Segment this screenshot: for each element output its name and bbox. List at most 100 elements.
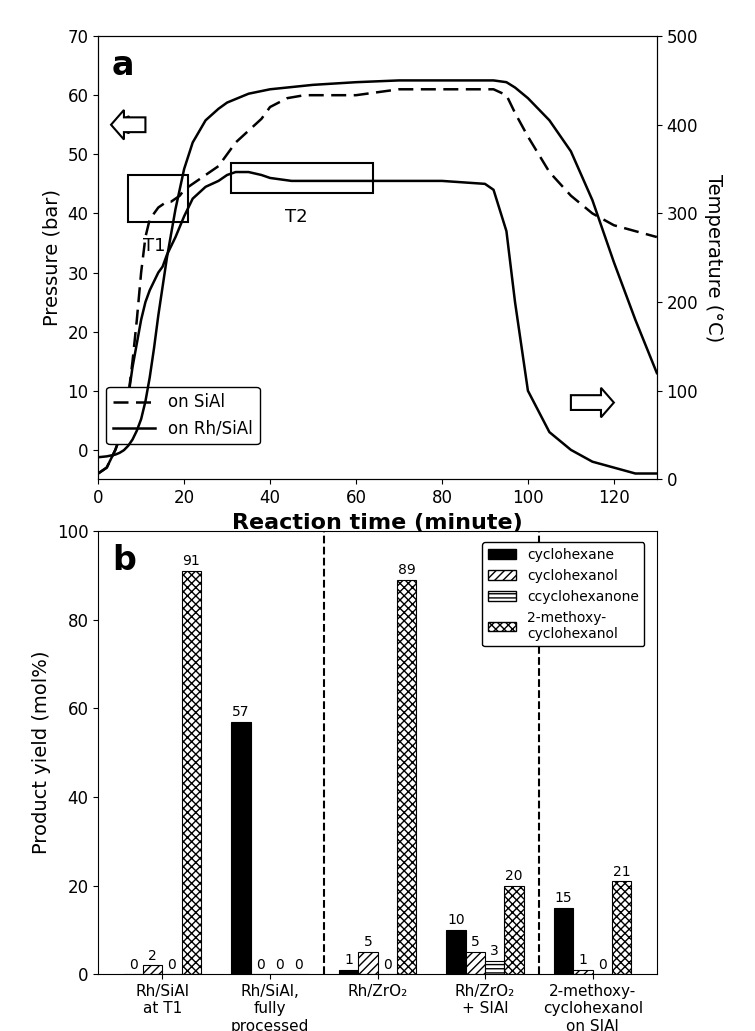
on Rh/SiAl (652, 467, 661, 479)
on SiAl (437, 84, 446, 96)
on Rh/SiAl (609, 462, 618, 474)
Text: T2: T2 (285, 207, 307, 226)
Bar (397, 579, 416, 974)
Bar (554, 908, 573, 974)
Text: 1: 1 (344, 954, 353, 967)
on SiAl (523, 130, 532, 142)
on Rh/SiAl (510, 296, 519, 308)
on Rh/SiAl (115, 432, 124, 444)
on SiAl (652, 231, 661, 243)
on Rh/SiAl (201, 180, 210, 193)
Text: 0: 0 (129, 958, 137, 971)
on Rh/SiAl (145, 285, 154, 297)
on SiAl (197, 172, 206, 185)
Bar (339, 970, 358, 974)
on Rh/SiAl (309, 174, 318, 187)
on SiAl (609, 219, 618, 231)
on Rh/SiAl (94, 467, 103, 479)
on SiAl (334, 89, 344, 101)
Text: T1: T1 (143, 237, 165, 255)
on SiAl (175, 190, 184, 202)
Text: 0: 0 (256, 958, 264, 971)
on Rh/SiAl (171, 231, 180, 243)
on SiAl (223, 148, 232, 161)
on Rh/SiAl (137, 313, 146, 326)
on Rh/SiAl (214, 174, 223, 187)
on SiAl (154, 201, 163, 213)
Text: 3: 3 (491, 944, 499, 959)
Bar (504, 886, 524, 974)
on SiAl (266, 101, 275, 113)
FancyArrow shape (111, 110, 146, 139)
on SiAl (98, 464, 107, 476)
X-axis label: Reaction time (minute): Reaction time (minute) (232, 512, 523, 533)
on SiAl (502, 89, 511, 101)
Text: 0: 0 (383, 958, 392, 971)
Text: 5: 5 (471, 935, 479, 950)
on SiAl (282, 92, 291, 104)
Line: on Rh/SiAl: on Rh/SiAl (98, 172, 657, 473)
on SiAl (102, 462, 111, 474)
on Rh/SiAl (394, 174, 403, 187)
on Rh/SiAl (167, 240, 176, 253)
on Rh/SiAl (437, 174, 446, 187)
Bar (128, 175, 189, 223)
on SiAl (545, 166, 554, 178)
on SiAl (214, 160, 223, 172)
on Rh/SiAl (287, 174, 296, 187)
on SiAl (94, 467, 103, 479)
on Rh/SiAl (149, 275, 159, 288)
on Rh/SiAl (257, 169, 266, 181)
on Rh/SiAl (98, 464, 107, 476)
on Rh/SiAl (124, 391, 133, 403)
Text: 0: 0 (598, 958, 607, 971)
Text: 20: 20 (505, 869, 523, 883)
Y-axis label: Temperature (°C): Temperature (°C) (704, 173, 723, 342)
Text: 1: 1 (578, 954, 587, 967)
on SiAl (137, 266, 146, 278)
on SiAl (480, 84, 489, 96)
on Rh/SiAl (523, 385, 532, 397)
on Rh/SiAl (180, 210, 189, 223)
on Rh/SiAl (588, 456, 597, 468)
Text: a: a (112, 49, 134, 82)
Bar (231, 722, 251, 974)
on SiAl (188, 177, 197, 190)
Text: 2: 2 (148, 949, 157, 963)
on Rh/SiAl (231, 166, 240, 178)
Bar (143, 965, 162, 974)
on SiAl (300, 89, 309, 101)
Text: 57: 57 (232, 705, 250, 719)
Y-axis label: Pressure (bar): Pressure (bar) (43, 190, 62, 326)
Bar (358, 953, 378, 974)
on Rh/SiAl (352, 174, 361, 187)
on Rh/SiAl (128, 361, 137, 373)
on SiAl (352, 89, 361, 101)
on SiAl (158, 198, 167, 210)
on SiAl (162, 196, 171, 208)
Text: 15: 15 (555, 891, 572, 905)
on SiAl (145, 213, 154, 226)
on SiAl (167, 196, 176, 208)
on SiAl (149, 207, 159, 220)
on Rh/SiAl (480, 177, 489, 190)
Legend: cyclohexane, cyclohexanol, ccyclohexanone, 2-methoxy-
cyclohexanol: cyclohexane, cyclohexanol, ccyclohexanon… (482, 542, 644, 646)
on SiAl (119, 414, 128, 427)
Text: 91: 91 (183, 555, 200, 568)
on Rh/SiAl (188, 193, 197, 205)
on Rh/SiAl (132, 337, 141, 350)
on SiAl (244, 125, 253, 137)
on SiAl (111, 443, 120, 456)
Text: 89: 89 (398, 563, 415, 577)
Text: 5: 5 (363, 935, 372, 950)
on Rh/SiAl (502, 225, 511, 237)
on SiAl (317, 89, 326, 101)
on SiAl (205, 166, 214, 178)
Text: b: b (112, 544, 136, 577)
on SiAl (510, 107, 519, 120)
on SiAl (128, 355, 137, 367)
on Rh/SiAl (158, 261, 167, 273)
on SiAl (132, 313, 141, 326)
on Rh/SiAl (119, 414, 128, 427)
Text: 21: 21 (613, 865, 630, 878)
